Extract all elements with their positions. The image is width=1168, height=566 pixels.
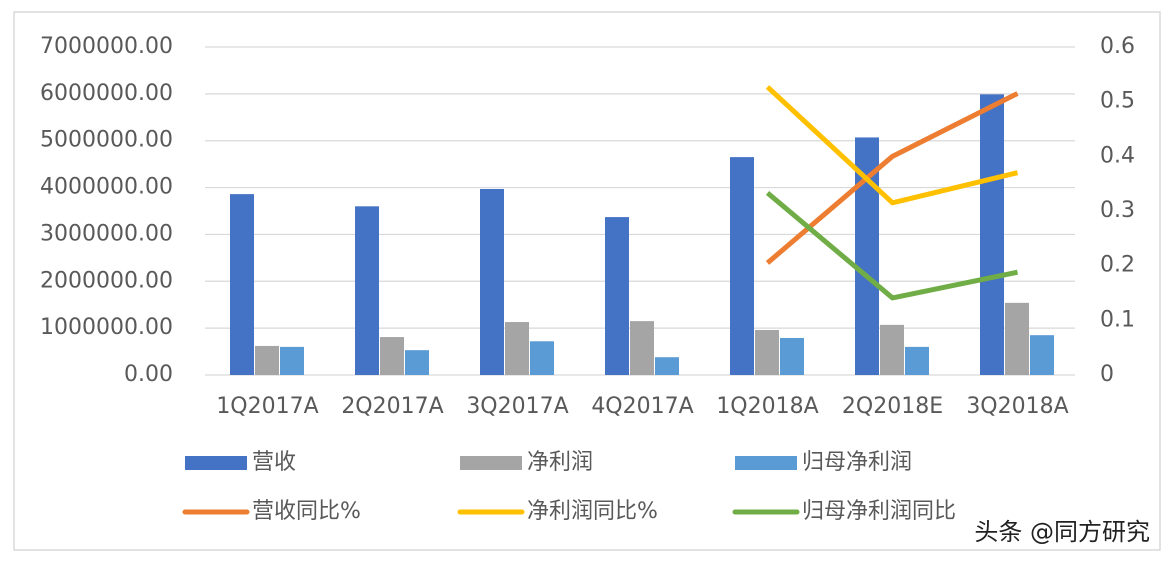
- bar: [655, 357, 679, 375]
- bar: [355, 206, 379, 375]
- legend-swatch: [185, 456, 247, 470]
- bar: [280, 346, 304, 375]
- watermark: 头条 @同方研究: [974, 518, 1150, 546]
- line: [765, 191, 1019, 301]
- x-tick-label: 2Q2018E: [842, 394, 943, 419]
- bar: [630, 321, 654, 375]
- y2-tick-label: 0.3: [1100, 198, 1135, 223]
- y-tick-label: 6000000.00: [40, 81, 173, 106]
- y-tick-label: 3000000.00: [40, 221, 173, 246]
- bar: [980, 94, 1004, 375]
- x-tick-label: 3Q2018A: [966, 394, 1068, 419]
- y2-tick-label: 0: [1100, 362, 1114, 387]
- y2-tick-label: 0.5: [1100, 89, 1135, 114]
- bar: [780, 337, 804, 375]
- bar: [1005, 302, 1029, 375]
- bar: [755, 330, 779, 375]
- bar: [380, 337, 404, 375]
- y2-tick-label: 0.1: [1100, 307, 1135, 332]
- y2-tick-label: 0.4: [1100, 143, 1135, 168]
- bar: [505, 322, 529, 375]
- bar: [230, 194, 254, 375]
- y-tick-label: 2000000.00: [40, 268, 173, 293]
- x-tick-label: 4Q2017A: [591, 394, 693, 419]
- y-tick-label: 7000000.00: [40, 34, 173, 59]
- legend-swatch: [735, 456, 797, 470]
- legend-label: 归母净利润同比: [802, 499, 956, 524]
- bar: [730, 157, 754, 375]
- bar: [405, 350, 429, 375]
- y2-tick-label: 0.6: [1100, 34, 1135, 59]
- bar: [905, 346, 929, 375]
- legend-label: 营收: [252, 450, 296, 475]
- y-tick-label: 5000000.00: [40, 128, 173, 153]
- y-tick-label: 4000000.00: [40, 175, 173, 200]
- x-tick-label: 3Q2017A: [466, 394, 568, 419]
- legend-label: 营收同比%: [252, 499, 361, 524]
- legend-swatch: [460, 456, 522, 470]
- legend-label: 净利润: [527, 450, 593, 475]
- bar: [605, 217, 629, 375]
- y-tick-label: 1000000.00: [40, 315, 173, 340]
- line: [765, 85, 1019, 206]
- bar: [1030, 335, 1054, 375]
- x-tick-label: 1Q2018A: [716, 394, 818, 419]
- legend-label: 归母净利润: [802, 450, 912, 475]
- y-tick-label: 0.00: [124, 362, 173, 387]
- y2-tick-label: 0.2: [1100, 253, 1135, 278]
- bar: [530, 341, 554, 375]
- bar: [480, 188, 504, 375]
- bar: [255, 345, 279, 375]
- bar: [880, 324, 904, 375]
- legend-label: 净利润同比%: [527, 499, 658, 524]
- x-tick-label: 1Q2017A: [216, 394, 318, 419]
- x-tick-label: 2Q2017A: [341, 394, 443, 419]
